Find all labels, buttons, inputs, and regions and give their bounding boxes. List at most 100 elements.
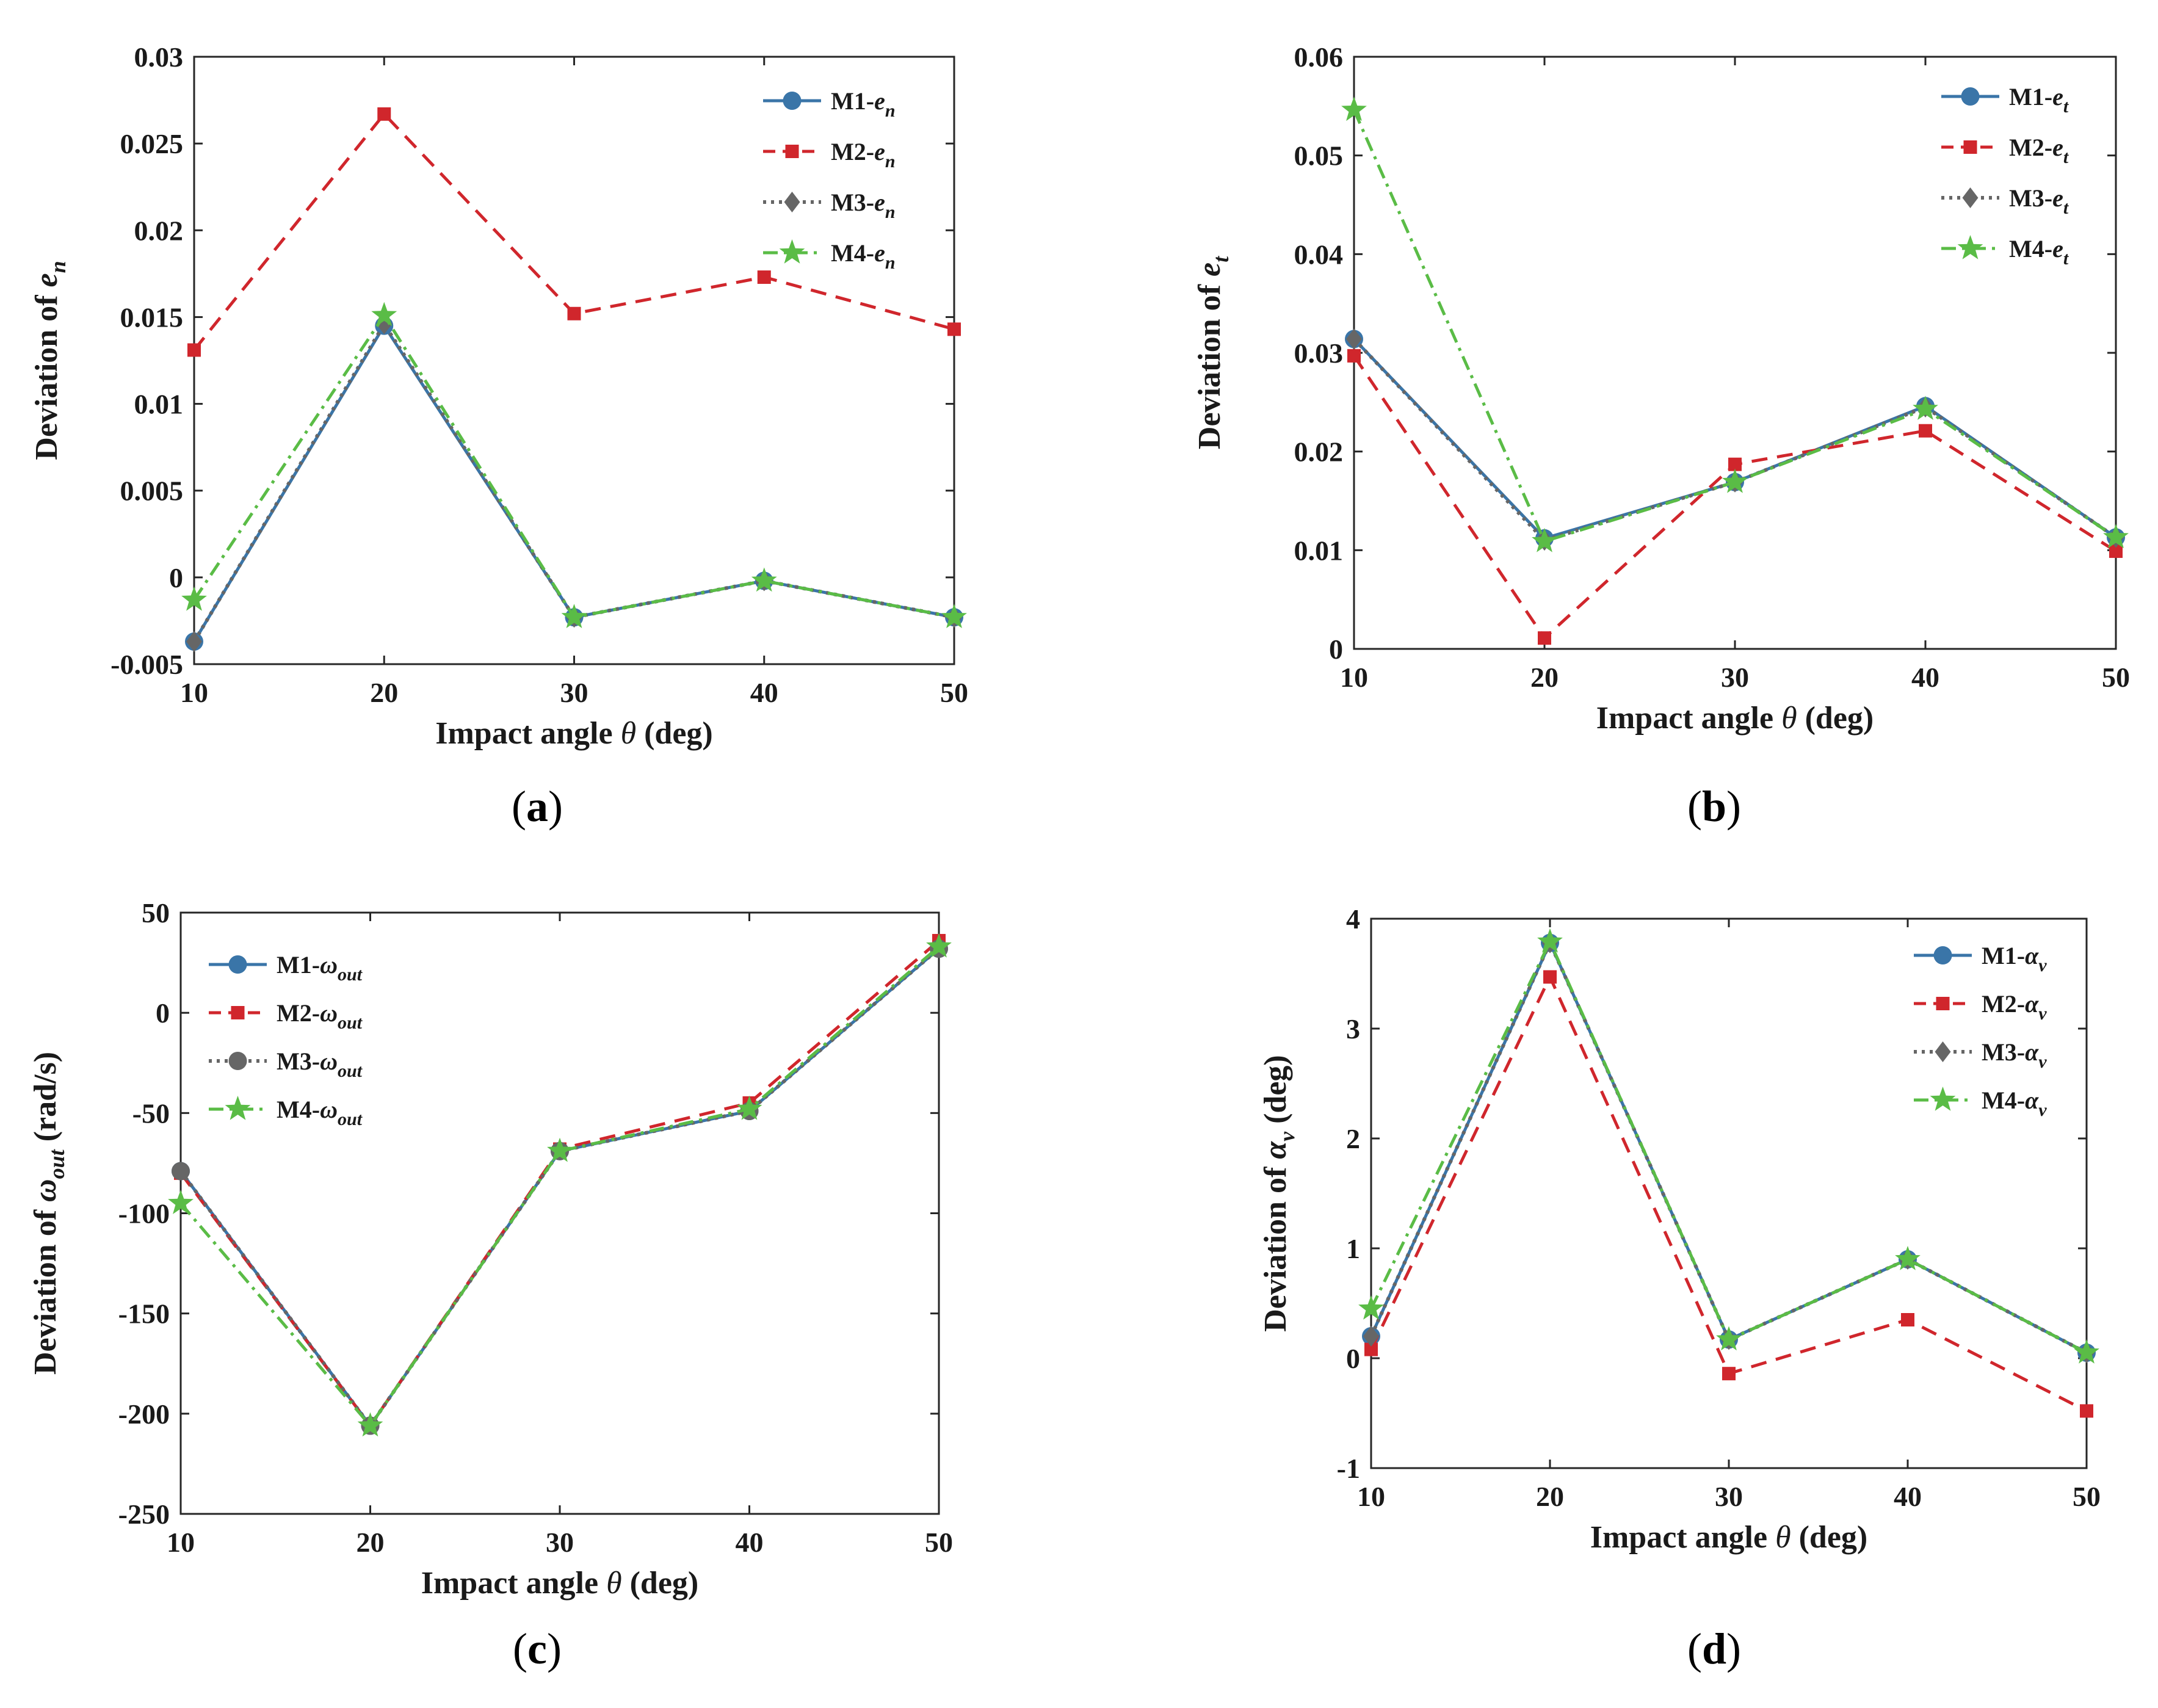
legend-marker-M1 <box>1933 946 1952 964</box>
x-axis-label: Impact angle θ (deg) <box>435 716 713 751</box>
x-tick-label: 50 <box>2102 662 2130 693</box>
x-axis-label: Impact angle θ (deg) <box>1596 701 1874 736</box>
data-point-M2 <box>567 306 581 320</box>
y-tick-label: -0.005 <box>110 649 183 680</box>
series-M1 <box>185 316 963 651</box>
data-point-M2 <box>1901 1313 1914 1326</box>
legend-b: M1-et M2-et M3-et M4-et <box>1941 83 2069 269</box>
legend-marker-M1 <box>228 955 247 974</box>
chart-d: -1 0 1 2 3 4 10 20 30 40 50 Impact angle θ (deg) Dev… <box>1258 903 2101 1673</box>
legend-label-M4: M4-αv <box>1982 1087 2047 1120</box>
data-point-M2 <box>377 107 391 121</box>
y-tick-label: 0.015 <box>120 302 184 333</box>
legend-label-M2: M2-αv <box>1982 990 2047 1024</box>
data-point-M4 <box>1895 1246 1921 1270</box>
x-tick-label: 30 <box>546 1527 574 1558</box>
chart-b: 0 0.01 0.02 0.03 0.04 0.05 0.06 10 20 30 40 50 Impac… <box>1192 42 2130 831</box>
legend-marker-M4 <box>1957 235 1983 259</box>
x-tick-label: 20 <box>370 677 398 708</box>
data-point-M4 <box>1913 396 1938 420</box>
x-tick-label: 30 <box>1715 1481 1743 1512</box>
chart-a: -0.005 0 0.005 0.01 0.015 0.02 0.025 0.03 10 20 30… <box>29 42 968 831</box>
legend-marker-M3 <box>228 1052 247 1070</box>
data-point-M4 <box>561 604 587 628</box>
data-point-M4 <box>941 604 967 628</box>
y-tick-label: -250 <box>118 1499 170 1530</box>
data-point-M3 <box>1346 328 1362 350</box>
x-tick-label: 40 <box>736 1527 764 1558</box>
legend-marker-M1 <box>783 92 802 110</box>
legend-label-M2: M2-ωout <box>277 999 363 1033</box>
legend-label-M4: M4-en <box>831 239 896 273</box>
data-point-M3 <box>172 1162 190 1181</box>
y-tick-label: 0.02 <box>134 215 184 246</box>
x-tick-label: 50 <box>940 677 968 708</box>
y-tick-label: -50 <box>132 1098 170 1129</box>
y-tick-label: 0.05 <box>1294 140 1344 172</box>
y-tick-label: -1 <box>1337 1453 1360 1484</box>
y-tick-label: 0.01 <box>1294 535 1344 566</box>
data-point-M4 <box>736 1095 762 1120</box>
legend-marker-M3 <box>784 192 800 212</box>
series-M4 <box>181 302 967 628</box>
y-tick-label: 1 <box>1346 1233 1360 1264</box>
y-tick-label: -150 <box>118 1298 170 1330</box>
x-tick-label: 40 <box>750 677 778 708</box>
legend-label-M3: M3-αv <box>1982 1038 2047 1072</box>
y-axis-label: Deviation of et <box>1192 256 1233 449</box>
legend-marker-M4 <box>225 1096 251 1120</box>
data-point-M4 <box>357 1412 383 1437</box>
data-point-M4 <box>1341 96 1367 121</box>
y-tick-label: 0 <box>1346 1343 1360 1374</box>
series-M2 <box>1347 349 2123 645</box>
x-tick-label: 20 <box>1530 662 1559 693</box>
x-tick-label: 50 <box>925 1527 953 1558</box>
data-point-M4 <box>547 1137 573 1162</box>
y-tick-label: -200 <box>118 1399 170 1430</box>
series-line-M4 <box>1369 940 2088 1355</box>
data-point-M2 <box>1722 1367 1736 1381</box>
legend-marker-M4 <box>779 239 805 264</box>
x-axis-label: Impact angle θ (deg) <box>1590 1520 1868 1555</box>
y-tick-label: 3 <box>1346 1013 1360 1044</box>
x-tick-label: 40 <box>1911 662 1939 693</box>
data-point-M2 <box>1728 457 1742 471</box>
y-axis-label: Deviation of ωout (rad/s) <box>28 1052 69 1375</box>
series-line-M4 <box>179 945 940 1427</box>
series-M2 <box>187 107 961 357</box>
data-point-M4 <box>181 586 207 611</box>
legend-label-M1: M1-et <box>2009 83 2069 117</box>
x-tick-label: 30 <box>1721 662 1749 693</box>
data-point-M4 <box>751 567 777 592</box>
y-tick-label: 0.01 <box>134 389 184 420</box>
legend-label-M1: M1-ωout <box>277 951 363 985</box>
data-point-M2 <box>2080 1404 2093 1418</box>
x-tick-label: 30 <box>560 677 588 708</box>
panel-caption-d: (d) <box>1687 1624 1741 1673</box>
data-point-M2 <box>1364 1342 1378 1356</box>
y-tick-label: 0.06 <box>1294 42 1344 73</box>
x-tick-label: 10 <box>1340 662 1368 693</box>
data-point-M2 <box>2109 544 2123 558</box>
data-point-M2 <box>947 322 961 336</box>
series-line-M3 <box>192 322 955 643</box>
y-tick-label: 0.04 <box>1294 239 1344 270</box>
x-tick-label: 40 <box>1894 1481 1922 1512</box>
y-tick-label: 0.03 <box>1294 338 1344 369</box>
series-M4 <box>1341 96 2129 552</box>
panel-caption-b: (b) <box>1687 782 1741 831</box>
y-tick-label: 4 <box>1346 903 1360 935</box>
y-axis-label: Deviation of en <box>29 261 70 460</box>
legend-marker-M3 <box>1935 1041 1951 1062</box>
data-point-M4 <box>168 1190 194 1214</box>
x-tick-label: 10 <box>167 1527 195 1558</box>
legend-label-M1: M1-en <box>831 87 896 121</box>
x-axis-label: Impact angle θ (deg) <box>421 1566 699 1601</box>
data-point-M4 <box>2103 524 2129 549</box>
x-tick-label: 10 <box>180 677 208 708</box>
series-line-M3 <box>1369 941 2088 1355</box>
data-point-M4 <box>1532 527 1557 552</box>
y-tick-label: 2 <box>1346 1123 1360 1154</box>
series-M3 <box>186 313 962 653</box>
legend-marker-M2 <box>785 145 799 158</box>
